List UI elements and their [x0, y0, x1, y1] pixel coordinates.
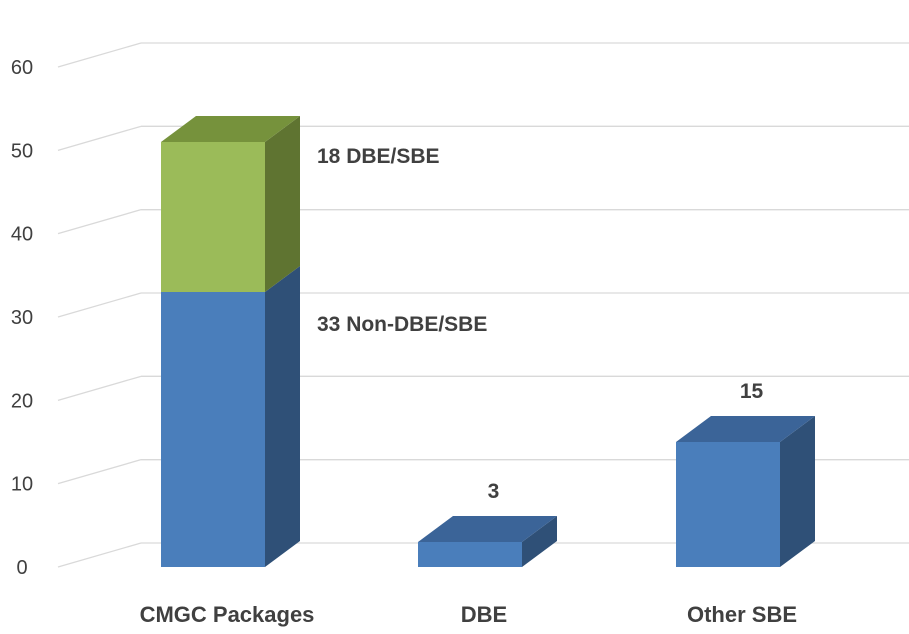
- y-tick-label: 0: [16, 557, 27, 579]
- data-label-other-sbe: 15: [740, 380, 764, 403]
- bar-other-sbe-side: [780, 416, 815, 567]
- bars: [161, 116, 815, 567]
- gridline-diagonal: [57, 209, 142, 235]
- x-category-label: Other SBE: [687, 602, 797, 627]
- bar-other-sbe-top: [676, 416, 815, 442]
- bar-segment-dbe-sbe-front: [161, 142, 265, 292]
- y-tick-label: 40: [11, 224, 33, 246]
- x-category-label: DBE: [461, 602, 507, 627]
- bar-dbe-side: [522, 516, 557, 567]
- y-tick-label: 20: [11, 390, 33, 412]
- data-label-non-dbe-sbe: 33 Non-DBE/SBE: [317, 313, 487, 336]
- gridline-diagonal: [57, 542, 142, 568]
- y-tick-label: 30: [11, 307, 33, 329]
- gridline-diagonal: [57, 292, 142, 318]
- bar-dbe-top: [418, 516, 557, 542]
- gridline-diagonal: [57, 375, 142, 401]
- bar-segment-dbe-sbe-top: [161, 116, 300, 142]
- bar-segment-non-dbe-sbe-front: [161, 292, 265, 567]
- y-tick-label: 10: [11, 474, 33, 496]
- gridline-diagonal: [57, 42, 142, 68]
- gridline-diagonal: [57, 459, 142, 485]
- bar-segment-non-dbe-sbe-side: [265, 266, 300, 567]
- bar-other-sbe-front: [676, 442, 780, 567]
- bar-dbe-front: [418, 542, 522, 567]
- data-label-dbe-sbe: 18 DBE/SBE: [317, 145, 440, 168]
- bar-segment-dbe-sbe-side: [265, 116, 300, 292]
- labels: 0 10 20 30 40 50 60 33 Non-DBE/SBE 18 DBE/SBE 3 15…: [11, 57, 797, 627]
- x-category-label: CMGC Packages: [140, 602, 315, 627]
- y-tick-label: 50: [11, 140, 33, 162]
- data-label-dbe: 3: [488, 480, 500, 503]
- y-tick-label: 60: [11, 57, 33, 79]
- gridline-diagonal: [57, 125, 142, 151]
